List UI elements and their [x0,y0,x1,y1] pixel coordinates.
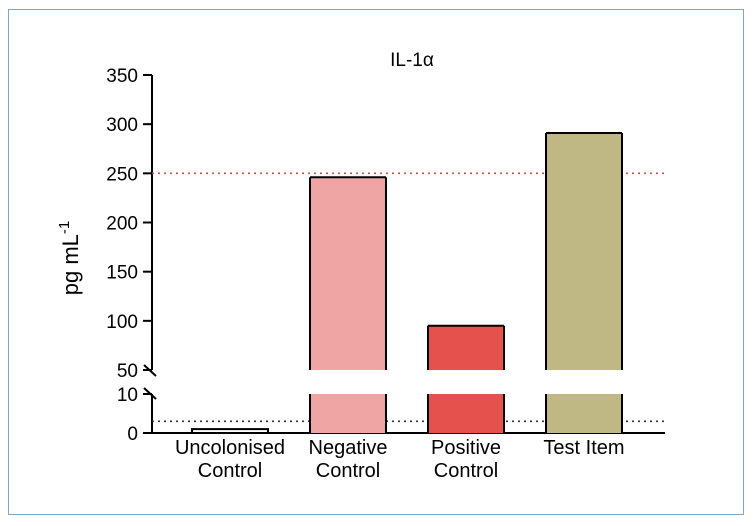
x-tick-label: Test Item [543,437,624,459]
x-tick-label: Negative [309,437,388,459]
y-tick-label: 10 [117,385,138,406]
bar [191,428,269,435]
bar-lower-segment [546,394,622,433]
y-tick-label: 350 [106,66,138,87]
y-tick-label: 250 [106,164,138,185]
y-tick-label: 300 [106,115,138,136]
bar-upper-segment [428,325,504,370]
bar-lower-segment [310,394,386,433]
y-tick-label: 200 [106,214,138,235]
y-tick-label: 100 [106,312,138,333]
x-tick-label: Positive [431,437,501,459]
x-tick-label: Control [198,460,262,482]
y-tick-label: 50 [117,361,138,382]
bar-upper-segment [310,177,386,370]
x-tick-label: Uncolonised [175,437,285,459]
y-axis-label-superscript: -1 [56,221,73,234]
chart-title: IL-1α [390,50,434,71]
x-tick-label: Control [434,460,498,482]
bar-upper-segment [546,133,622,370]
y-tick-label: 150 [106,263,138,284]
y-axis-label: pg mL-1 [56,221,83,296]
y-axis-label-text: pg mL [58,234,83,295]
y-tick-label: 0 [127,424,138,445]
x-tick-label: Control [316,460,380,482]
bar-lower-segment [428,394,504,433]
